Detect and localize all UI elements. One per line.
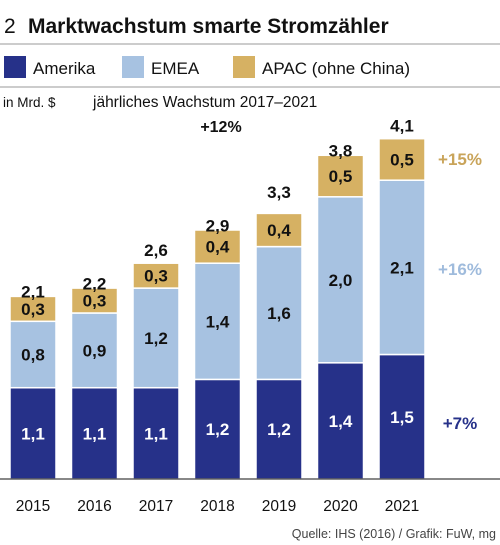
bar-apac-2019 [255, 212, 303, 248]
growth-rate-apac: +15% [438, 150, 482, 169]
bar-apac-2016 [70, 287, 119, 314]
x-tick-2020: 2020 [323, 498, 358, 515]
bar-apac-2017 [132, 262, 180, 289]
overall-growth: +12% [200, 119, 241, 136]
legend-label-amerika: Amerika [33, 59, 96, 78]
bar-emea-2017 [132, 287, 180, 389]
bar-apac-2015 [9, 295, 57, 323]
value-label-amerika-2018: 1,2 [206, 420, 230, 439]
x-tick-2019: 2019 [262, 498, 296, 515]
total-label-2017: 2,6 [144, 241, 168, 260]
y-axis-unit: in Mrd. $ [3, 95, 56, 110]
bar-apac-2020 [316, 154, 365, 198]
bar-amerika-2020 [316, 362, 365, 480]
growth-rate-amerika: +7% [443, 414, 478, 433]
value-label-apac-2017: 0,3 [144, 267, 168, 286]
bar-emea-2021 [378, 179, 426, 356]
x-tick-2021: 2021 [385, 498, 419, 515]
bar-apac-2021 [378, 137, 426, 181]
x-tick-2017: 2017 [139, 498, 173, 515]
total-label-2021: 4,1 [390, 117, 414, 136]
x-tick-2016: 2016 [77, 498, 111, 515]
value-label-emea-2018: 1,4 [206, 312, 230, 331]
value-label-amerika-2021: 1,5 [390, 408, 414, 427]
legend-label-emea: EMEA [151, 59, 200, 78]
chart-title: Marktwachstum smarte Stromzähler [28, 15, 389, 38]
value-label-emea-2020: 2,0 [329, 271, 353, 290]
value-label-emea-2019: 1,6 [267, 304, 291, 323]
bar-emea-2020 [316, 196, 365, 364]
growth-rate-emea: +16% [438, 260, 482, 279]
bar-amerika-2019 [255, 378, 303, 480]
value-label-apac-2021: 0,5 [390, 150, 414, 169]
value-label-apac-2015: 0,3 [21, 300, 45, 319]
value-label-amerika-2016: 1,1 [83, 424, 107, 443]
bar-apac-2018 [193, 229, 242, 264]
value-label-apac-2020: 0,5 [329, 167, 353, 186]
total-label-2019: 3,3 [267, 183, 291, 202]
value-label-apac-2016: 0,3 [83, 292, 107, 311]
total-label-2018: 2,9 [206, 216, 230, 235]
x-tick-2018: 2018 [200, 498, 234, 515]
value-label-amerika-2015: 1,1 [21, 424, 45, 443]
value-label-amerika-2020: 1,4 [329, 412, 353, 431]
legend-label-apac: APAC (ohne China) [262, 59, 410, 78]
plot-area: 1,10,80,32,120151,10,90,32,220161,11,20,… [9, 117, 426, 515]
source-note: Quelle: IHS (2016) / Grafik: FuW, mg [292, 527, 496, 541]
total-label-2015: 2,1 [21, 283, 45, 302]
bar-emea-2019 [255, 245, 303, 381]
legend: Amerika EMEA APAC (ohne China) [4, 56, 410, 78]
value-label-emea-2021: 2,1 [390, 258, 414, 277]
bar-amerika-2015 [9, 386, 57, 480]
bar-amerika-2017 [132, 386, 180, 480]
x-tick-2015: 2015 [16, 498, 50, 515]
chart-number: 2 [4, 15, 16, 38]
value-label-amerika-2017: 1,1 [144, 424, 168, 443]
total-label-2020: 3,8 [329, 142, 353, 161]
value-label-emea-2016: 0,9 [83, 341, 107, 360]
bar-amerika-2016 [70, 386, 119, 480]
value-label-emea-2015: 0,8 [21, 346, 45, 365]
legend-swatch-emea [122, 56, 144, 78]
growth-subtitle: jährliches Wachstum 2017–2021 [92, 94, 317, 111]
value-label-emea-2017: 1,2 [144, 329, 168, 348]
value-label-amerika-2019: 1,2 [267, 420, 291, 439]
legend-swatch-amerika [4, 56, 26, 78]
total-label-2016: 2,2 [83, 274, 107, 293]
value-label-apac-2019: 0,4 [267, 221, 291, 240]
value-label-apac-2018: 0,4 [206, 238, 230, 257]
legend-swatch-apac [233, 56, 255, 78]
bar-emea-2018 [193, 262, 242, 381]
